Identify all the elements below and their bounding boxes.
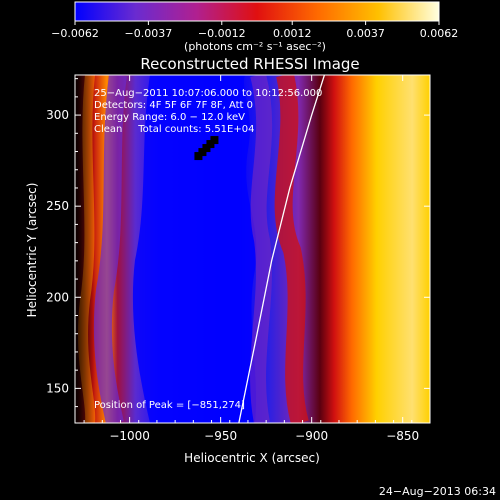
colorbar-tick-label: −0.0062 xyxy=(51,27,99,40)
x-tick-label: −900 xyxy=(295,429,328,443)
chart-title: Reconstructed RHESSI Image xyxy=(140,55,359,73)
x-axis: −1000 −950 −900 −850 xyxy=(83,75,431,443)
peak-marker xyxy=(194,136,219,161)
image-field xyxy=(75,75,430,423)
y-axis: 150 200 250 300 xyxy=(46,78,430,408)
solar-limb-curve xyxy=(238,75,326,423)
blue-region xyxy=(132,75,257,423)
footer-timestamp: 24−Aug−2013 06:34 xyxy=(378,485,496,498)
x-tick-label: −850 xyxy=(386,429,419,443)
colorbar-bar xyxy=(74,1,440,22)
colorbar: −0.0062 −0.0037 −0.0012 0.0012 0.0037 0.0062 … xyxy=(51,1,458,53)
y-axis-label: Heliocentric Y (arcsec) xyxy=(25,183,39,318)
x-tick-label: −1000 xyxy=(109,429,150,443)
purple-ring-right xyxy=(250,75,273,423)
colorbar-ticks: −0.0062 −0.0037 −0.0012 0.0012 0.0037 0.0062 xyxy=(51,21,458,40)
colorbar-tick-label: 0.0062 xyxy=(420,27,459,40)
purple-ring-left xyxy=(93,75,127,423)
peak-marker-square xyxy=(210,136,219,145)
annotation-time-range: 25−Aug−2011 10:07:06.000 to 10:12:56.000 xyxy=(94,88,322,99)
colorbar-tick-label: −0.0012 xyxy=(198,27,246,40)
plot-frame xyxy=(74,74,431,424)
annotation-block: 25−Aug−2011 10:07:06.000 to 10:12:56.000… xyxy=(94,88,322,135)
annotation-energy-range: Energy Range: 6.0 − 12.0 keV xyxy=(94,112,245,123)
x-axis-label: Heliocentric X (arcsec) xyxy=(184,451,320,465)
annotation-counts: Clean Total counts: 5.51E+04 xyxy=(94,124,254,135)
colorbar-tick-label: 0.0037 xyxy=(346,27,385,40)
y-tick-label: 150 xyxy=(46,381,69,395)
red-band-right xyxy=(274,75,309,423)
y-tick-label: 300 xyxy=(46,108,69,122)
y-tick-label: 200 xyxy=(46,290,69,304)
annotation-detectors: Detectors: 4F 5F 6F 7F 8F, Att 0 xyxy=(94,100,253,111)
colorbar-unit-label: (photons cm⁻² s⁻¹ asec⁻²) xyxy=(184,40,326,53)
x-tick-label: −950 xyxy=(204,429,237,443)
peak-position-label: Position of Peak = [−851,274] xyxy=(94,400,245,411)
colorbar-tick-label: 0.0012 xyxy=(273,27,312,40)
left-vignette xyxy=(75,75,95,423)
colorbar-tick-label: −0.0037 xyxy=(125,27,173,40)
y-tick-label: 250 xyxy=(46,199,69,213)
